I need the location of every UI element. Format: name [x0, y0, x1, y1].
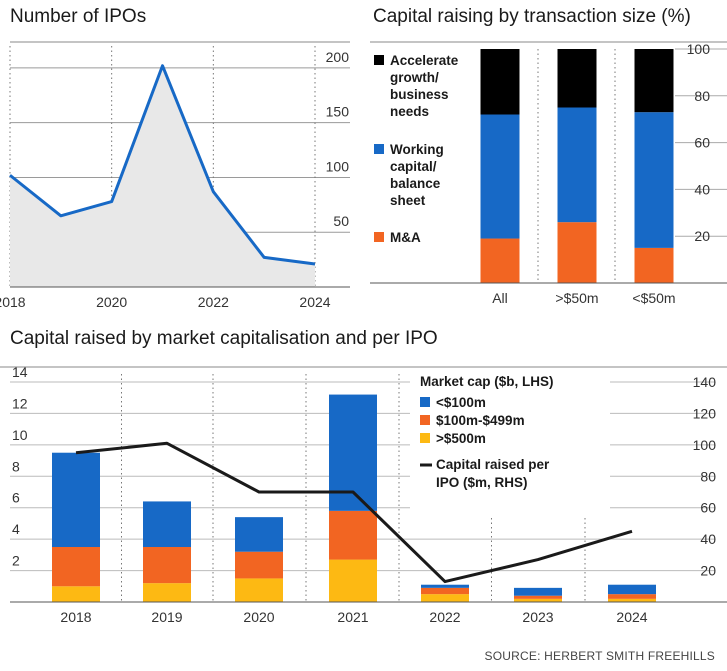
mc-y-right-tick-label: 80 [700, 468, 716, 484]
mc-bar-segment [143, 583, 191, 602]
tx-y-tick-label: 80 [694, 88, 710, 104]
tx-bar-segment [635, 248, 674, 283]
ipos-y-tick-label: 50 [333, 213, 349, 229]
mc-legend-label: >$500m [436, 431, 486, 446]
mc-y-left-tick-label: 6 [12, 490, 20, 506]
tx-bar-segment [558, 49, 597, 108]
tx-bar-segment [558, 222, 597, 283]
tx-legend-swatch [374, 55, 384, 65]
tx-bar-segment [558, 108, 597, 223]
tx-bar-segment [481, 49, 520, 115]
tx-legend-label: business [390, 87, 449, 102]
mc-legend-label: $100m-$499m [436, 413, 525, 428]
tx-legend-label: needs [390, 104, 429, 119]
mc-legend-swatch [420, 433, 430, 443]
mc-bar-segment [143, 547, 191, 583]
mc-bar-segment [52, 586, 100, 602]
mc-legend-line-label: Capital raised per [436, 457, 550, 472]
tx-legend-label: balance [390, 176, 441, 191]
mc-x-tick-label: 2024 [616, 609, 647, 625]
mc-x-tick-label: 2022 [429, 609, 460, 625]
mc-bar-segment [329, 511, 377, 560]
tx-legend-label: Working [390, 142, 444, 157]
tx-bar-segment [481, 239, 520, 283]
marketcap-chart: 2018 2019 2020 2021 2022 2023 2024 2 4 6 8 10 12 14 20… [0, 355, 727, 635]
ipos-chart: 50 100 150 200 2018 2020 2022 2024 [0, 30, 350, 320]
transaction-title: Capital raising by transaction size (%) [373, 6, 691, 28]
tx-y-tick-label: 100 [687, 41, 711, 57]
tx-x-tick-label: All [492, 290, 508, 306]
mc-bar-segment [421, 588, 469, 594]
tx-legend-swatch [374, 144, 384, 154]
tx-y-tick-label: 60 [694, 135, 710, 151]
mc-y-right-tick-label: 140 [693, 374, 717, 390]
mc-x-tick-label: 2019 [151, 609, 182, 625]
tx-legend-swatch [374, 232, 384, 242]
mc-bar-segment [52, 547, 100, 586]
mc-legend-title: Market cap ($b, LHS) [420, 374, 554, 389]
tx-legend-label: Accelerate [390, 53, 459, 68]
mc-y-left-tick-label: 2 [12, 553, 20, 569]
tx-x-tick-label: <$50m [632, 290, 675, 306]
ipos-y-tick-label: 150 [326, 104, 350, 120]
mc-y-right-tick-label: 20 [700, 563, 716, 579]
ipos-x-tick-label: 2024 [299, 294, 330, 310]
ipos-title: Number of IPOs [10, 6, 146, 28]
transaction-chart: All >$50m <$50m 20 40 60 80 100 Accelerate growth… [370, 30, 727, 320]
tx-x-tick-label: >$50m [555, 290, 598, 306]
ipos-y-tick-label: 100 [326, 158, 350, 174]
ipos-x-tick-label: 2020 [96, 294, 127, 310]
mc-bar-segment [421, 594, 469, 602]
mc-legend-line-label: IPO ($m, RHS) [436, 475, 528, 490]
mc-bar-segment [608, 585, 656, 594]
source-note: SOURCE: HERBERT SMITH FREEHILLS [485, 649, 715, 663]
mc-x-tick-label: 2023 [522, 609, 553, 625]
tx-bar-segment [481, 115, 520, 239]
tx-bar-segment [635, 49, 674, 112]
mc-y-right-tick-label: 60 [700, 500, 716, 516]
mc-y-right-tick-label: 120 [693, 405, 717, 421]
tx-legend-label: growth/ [390, 70, 439, 85]
mc-legend-swatch [420, 415, 430, 425]
mc-x-tick-label: 2020 [243, 609, 274, 625]
mc-bar-segment [608, 594, 656, 599]
mc-bar-segment [514, 588, 562, 596]
mc-x-tick-label: 2018 [60, 609, 91, 625]
ipos-y-tick-label: 200 [326, 49, 350, 65]
mc-bar-segment [235, 578, 283, 602]
ipos-x-tick-label: 2018 [0, 294, 26, 310]
mc-y-right-tick-label: 40 [700, 531, 716, 547]
mc-legend-label: <$100m [436, 395, 486, 410]
mc-x-tick-label: 2021 [337, 609, 368, 625]
mc-legend-swatch [420, 397, 430, 407]
mc-y-right-tick-label: 100 [693, 437, 717, 453]
mc-bar-segment [52, 453, 100, 547]
mc-bar-segment [235, 517, 283, 552]
ipos-x-tick-label: 2022 [198, 294, 229, 310]
mc-bar-segment [421, 585, 469, 588]
tx-legend-label: capital/ [390, 159, 437, 174]
mc-y-left-tick-label: 10 [12, 427, 28, 443]
mc-bar-segment [329, 560, 377, 602]
marketcap-title: Capital raised by market capitalisation … [10, 328, 438, 350]
mc-y-left-tick-label: 8 [12, 458, 20, 474]
mc-y-left-tick-label: 12 [12, 395, 28, 411]
mc-bar-segment [514, 596, 562, 599]
ipos-area [10, 66, 315, 287]
tx-legend-label: sheet [390, 193, 426, 208]
tx-y-tick-label: 20 [694, 228, 710, 244]
tx-bar-segment [635, 112, 674, 248]
mc-bar-segment [143, 501, 191, 547]
mc-y-left-tick-label: 14 [12, 364, 28, 380]
mc-bar-segment [235, 552, 283, 579]
tx-y-tick-label: 40 [694, 181, 710, 197]
tx-legend-label: M&A [390, 230, 421, 245]
mc-y-left-tick-label: 4 [12, 521, 20, 537]
